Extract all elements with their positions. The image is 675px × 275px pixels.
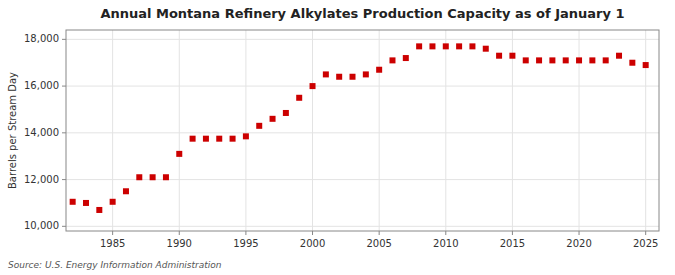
point — [70, 199, 76, 205]
point — [456, 43, 462, 49]
point — [150, 174, 156, 180]
point — [310, 83, 316, 89]
point — [296, 95, 302, 101]
axes: 10,000 12,000 14,000 16,000 18,000 1985 1990 19… — [24, 33, 658, 249]
point — [336, 74, 342, 80]
point — [216, 136, 222, 142]
y-grid-line — [66, 132, 659, 133]
x-tick-label: 2005 — [366, 238, 391, 249]
point — [270, 116, 276, 122]
y-grid-line — [66, 86, 659, 87]
point — [496, 53, 502, 59]
point — [643, 62, 649, 68]
plot-frame — [66, 30, 659, 231]
x-tick — [179, 231, 180, 235]
point — [629, 60, 635, 66]
point — [416, 43, 422, 49]
x-tick — [579, 231, 580, 235]
point — [603, 57, 609, 63]
point — [190, 136, 196, 142]
point — [176, 151, 182, 157]
y-tick — [62, 226, 66, 227]
point — [163, 174, 169, 180]
point — [576, 57, 582, 63]
title: Annual Montana Refinery Alkylates Produc… — [100, 6, 624, 21]
point — [483, 46, 489, 52]
x-grid-line — [512, 30, 513, 231]
point — [96, 207, 102, 213]
x-tick — [379, 231, 380, 235]
point — [283, 110, 289, 116]
source-note: Source: U.S. Energy Information Administ… — [8, 260, 222, 270]
point — [256, 123, 262, 129]
y-tick-label: 18,000 — [24, 33, 59, 44]
x-tick — [512, 231, 513, 235]
x-tick — [445, 231, 446, 235]
x-tick-label: 1995 — [233, 238, 258, 249]
point — [509, 53, 515, 59]
point — [323, 71, 329, 77]
x-grid-line — [179, 30, 180, 231]
point — [563, 57, 569, 63]
point — [363, 71, 369, 77]
point — [616, 53, 622, 59]
x-tick-label: 2025 — [633, 238, 658, 249]
x-grid-line — [312, 30, 313, 231]
x-grid-line — [379, 30, 380, 231]
point — [350, 74, 356, 80]
x-tick — [112, 231, 113, 235]
point — [230, 136, 236, 142]
x-tick-label: 2020 — [566, 238, 591, 249]
point — [243, 133, 249, 139]
point — [203, 136, 209, 142]
y-tick — [62, 39, 66, 40]
x-tick — [245, 231, 246, 235]
y-tick — [62, 86, 66, 87]
x-grid-line — [645, 30, 646, 231]
x-tick-label: 2015 — [500, 238, 525, 249]
y-grid-line — [66, 39, 659, 40]
point — [549, 57, 555, 63]
y-tick — [62, 132, 66, 133]
points — [70, 43, 649, 213]
y-tick-label: 14,000 — [24, 127, 59, 138]
y-axis-label: Barrels per Stream Day — [7, 72, 18, 189]
x-grid-line — [445, 30, 446, 231]
x-tick-label: 2000 — [300, 238, 325, 249]
point — [469, 43, 475, 49]
point — [83, 200, 89, 206]
point — [589, 57, 595, 63]
point — [403, 55, 409, 61]
x-tick — [645, 231, 646, 235]
x-tick-label: 2010 — [433, 238, 458, 249]
x-tick-label: 1990 — [167, 238, 192, 249]
y-grid-line — [66, 226, 659, 227]
point — [123, 188, 129, 194]
chart: 10,000 12,000 14,000 16,000 18,000 1985 1990 19… — [0, 0, 675, 275]
y-tick-label: 10,000 — [24, 220, 59, 231]
x-tick-label: 1985 — [100, 238, 125, 249]
point — [443, 43, 449, 49]
x-grid-line — [245, 30, 246, 231]
point — [389, 57, 395, 63]
point — [376, 67, 382, 73]
grid — [66, 30, 659, 231]
y-tick-label: 16,000 — [24, 80, 59, 91]
point — [429, 43, 435, 49]
point — [523, 57, 529, 63]
point — [110, 199, 116, 205]
point — [136, 174, 142, 180]
x-tick — [312, 231, 313, 235]
y-tick — [62, 179, 66, 180]
point — [536, 57, 542, 63]
y-tick-label: 12,000 — [24, 174, 59, 185]
